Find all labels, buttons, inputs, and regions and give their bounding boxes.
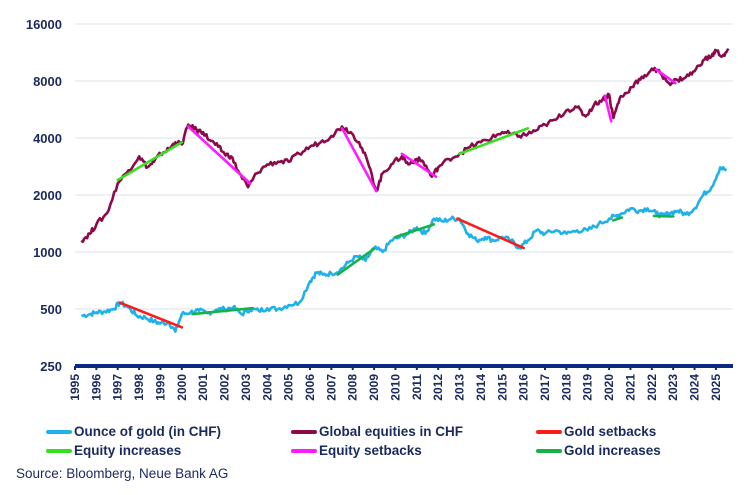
legend-swatch-equity-increases: [46, 448, 72, 453]
x-tick-label: 2021: [623, 374, 637, 401]
x-tick-label: 2006: [303, 374, 317, 401]
legend-swatch-equity-setbacks: [291, 448, 317, 453]
x-tick-label: 2005: [282, 374, 296, 401]
legend-label: Global equities in CHF: [319, 424, 464, 439]
legend-item-equity-setbacks: Equity setbacks: [291, 443, 422, 458]
equity-setbacks-segment: [603, 94, 613, 123]
x-tick-label: 2012: [431, 374, 445, 401]
equity-setbacks-segment: [654, 68, 677, 85]
y-tick-label: 250: [40, 359, 62, 374]
gold-setbacks-segment: [456, 217, 525, 250]
source-note: Source: Bloomberg, Neue Bank AG: [16, 466, 229, 481]
x-tick-label: 2017: [538, 374, 552, 401]
x-tick-label: 2022: [645, 374, 659, 401]
x-axis: 1995 1996 1997 1998 1999 2000 2001 2002 2003 2004…: [68, 364, 733, 401]
x-tick-label: 2000: [175, 374, 189, 401]
x-tick-label: 2008: [346, 374, 360, 401]
legend-item-gold-increases: Gold increases: [536, 443, 661, 458]
x-tick-label: 1995: [68, 374, 82, 401]
y-axis-ticks: 250 500 1000 2000 4000 8000 16000: [26, 17, 62, 374]
legend-label: Ounce of gold (in CHF): [74, 424, 221, 439]
x-tick-label: 2016: [517, 374, 531, 401]
gold-price-line: [81, 166, 728, 333]
x-tick-label: 2002: [218, 374, 232, 401]
legend-swatch-gold-setbacks: [536, 429, 562, 434]
legend-item-equities: Global equities in CHF: [291, 424, 463, 439]
x-tick-label: 2013: [453, 374, 467, 401]
equity-setbacks-segment: [340, 127, 378, 193]
x-tick-label: 1996: [89, 374, 103, 401]
legend-item-gold: Ounce of gold (in CHF): [46, 424, 221, 439]
x-tick-label: 2019: [581, 374, 595, 401]
equity-increases-segment: [116, 140, 184, 182]
x-tick-label: 2020: [602, 374, 616, 401]
legend-swatch-equities: [291, 429, 317, 434]
y-tick-label: 1000: [33, 245, 62, 260]
x-tick-label: 2014: [474, 374, 488, 401]
legend-label: Equity setbacks: [319, 443, 422, 458]
x-tick-label: 2007: [324, 374, 338, 401]
x-tick-label: 2004: [260, 374, 274, 401]
equities-line: [80, 48, 730, 244]
x-tick-label: 2024: [688, 374, 702, 401]
x-tick-label: 2023: [666, 374, 680, 401]
x-tick-label: 2009: [367, 374, 381, 401]
legend-item-equity-increases: Equity increases: [46, 443, 181, 458]
legend-swatch-gold: [46, 429, 72, 434]
equity-setbacks-segment: [400, 152, 438, 178]
gold-increases-segment: [394, 223, 436, 239]
x-tick-label: 2011: [410, 374, 424, 400]
legend-label: Gold increases: [564, 443, 661, 458]
gold-increases-segment: [652, 214, 675, 218]
x-tick-label: 2003: [239, 374, 253, 401]
trend-segments: [116, 68, 677, 329]
legend-item-gold-setbacks: Gold setbacks: [536, 424, 656, 439]
y-tick-label: 16000: [26, 17, 62, 32]
legend-label: Gold setbacks: [564, 424, 657, 439]
gridlines: [75, 23, 733, 310]
x-tick-label: 1999: [153, 374, 167, 401]
chart: 250 500 1000 2000 4000 8000 16000 1995 1996 1997…: [26, 17, 733, 401]
y-tick-label: 500: [40, 302, 62, 317]
legend-swatch-gold-increases: [536, 448, 562, 453]
x-tick-label: 2001: [196, 374, 210, 401]
series-lines: [80, 48, 730, 333]
legend-label: Equity increases: [74, 443, 182, 458]
y-tick-label: 8000: [33, 74, 62, 89]
equity-increases-segment: [458, 127, 530, 156]
gold-setbacks-segment: [118, 301, 184, 329]
gold-increases-segment: [336, 247, 376, 276]
x-tick-label: 1997: [111, 374, 125, 401]
gold-increases-segment: [191, 306, 254, 316]
gold-increases-segment: [612, 216, 624, 222]
x-tick-label: 2018: [559, 374, 573, 401]
x-tick-label: 2015: [495, 374, 509, 401]
x-tick-label: 2010: [388, 374, 402, 401]
y-tick-label: 2000: [33, 188, 62, 203]
legend: Ounce of gold (in CHF) Global equities i…: [0, 424, 744, 464]
equity-setbacks-segment: [186, 125, 252, 185]
x-tick-label: 1998: [132, 374, 146, 401]
x-tick-label: 2025: [709, 374, 723, 401]
y-tick-label: 4000: [33, 131, 62, 146]
